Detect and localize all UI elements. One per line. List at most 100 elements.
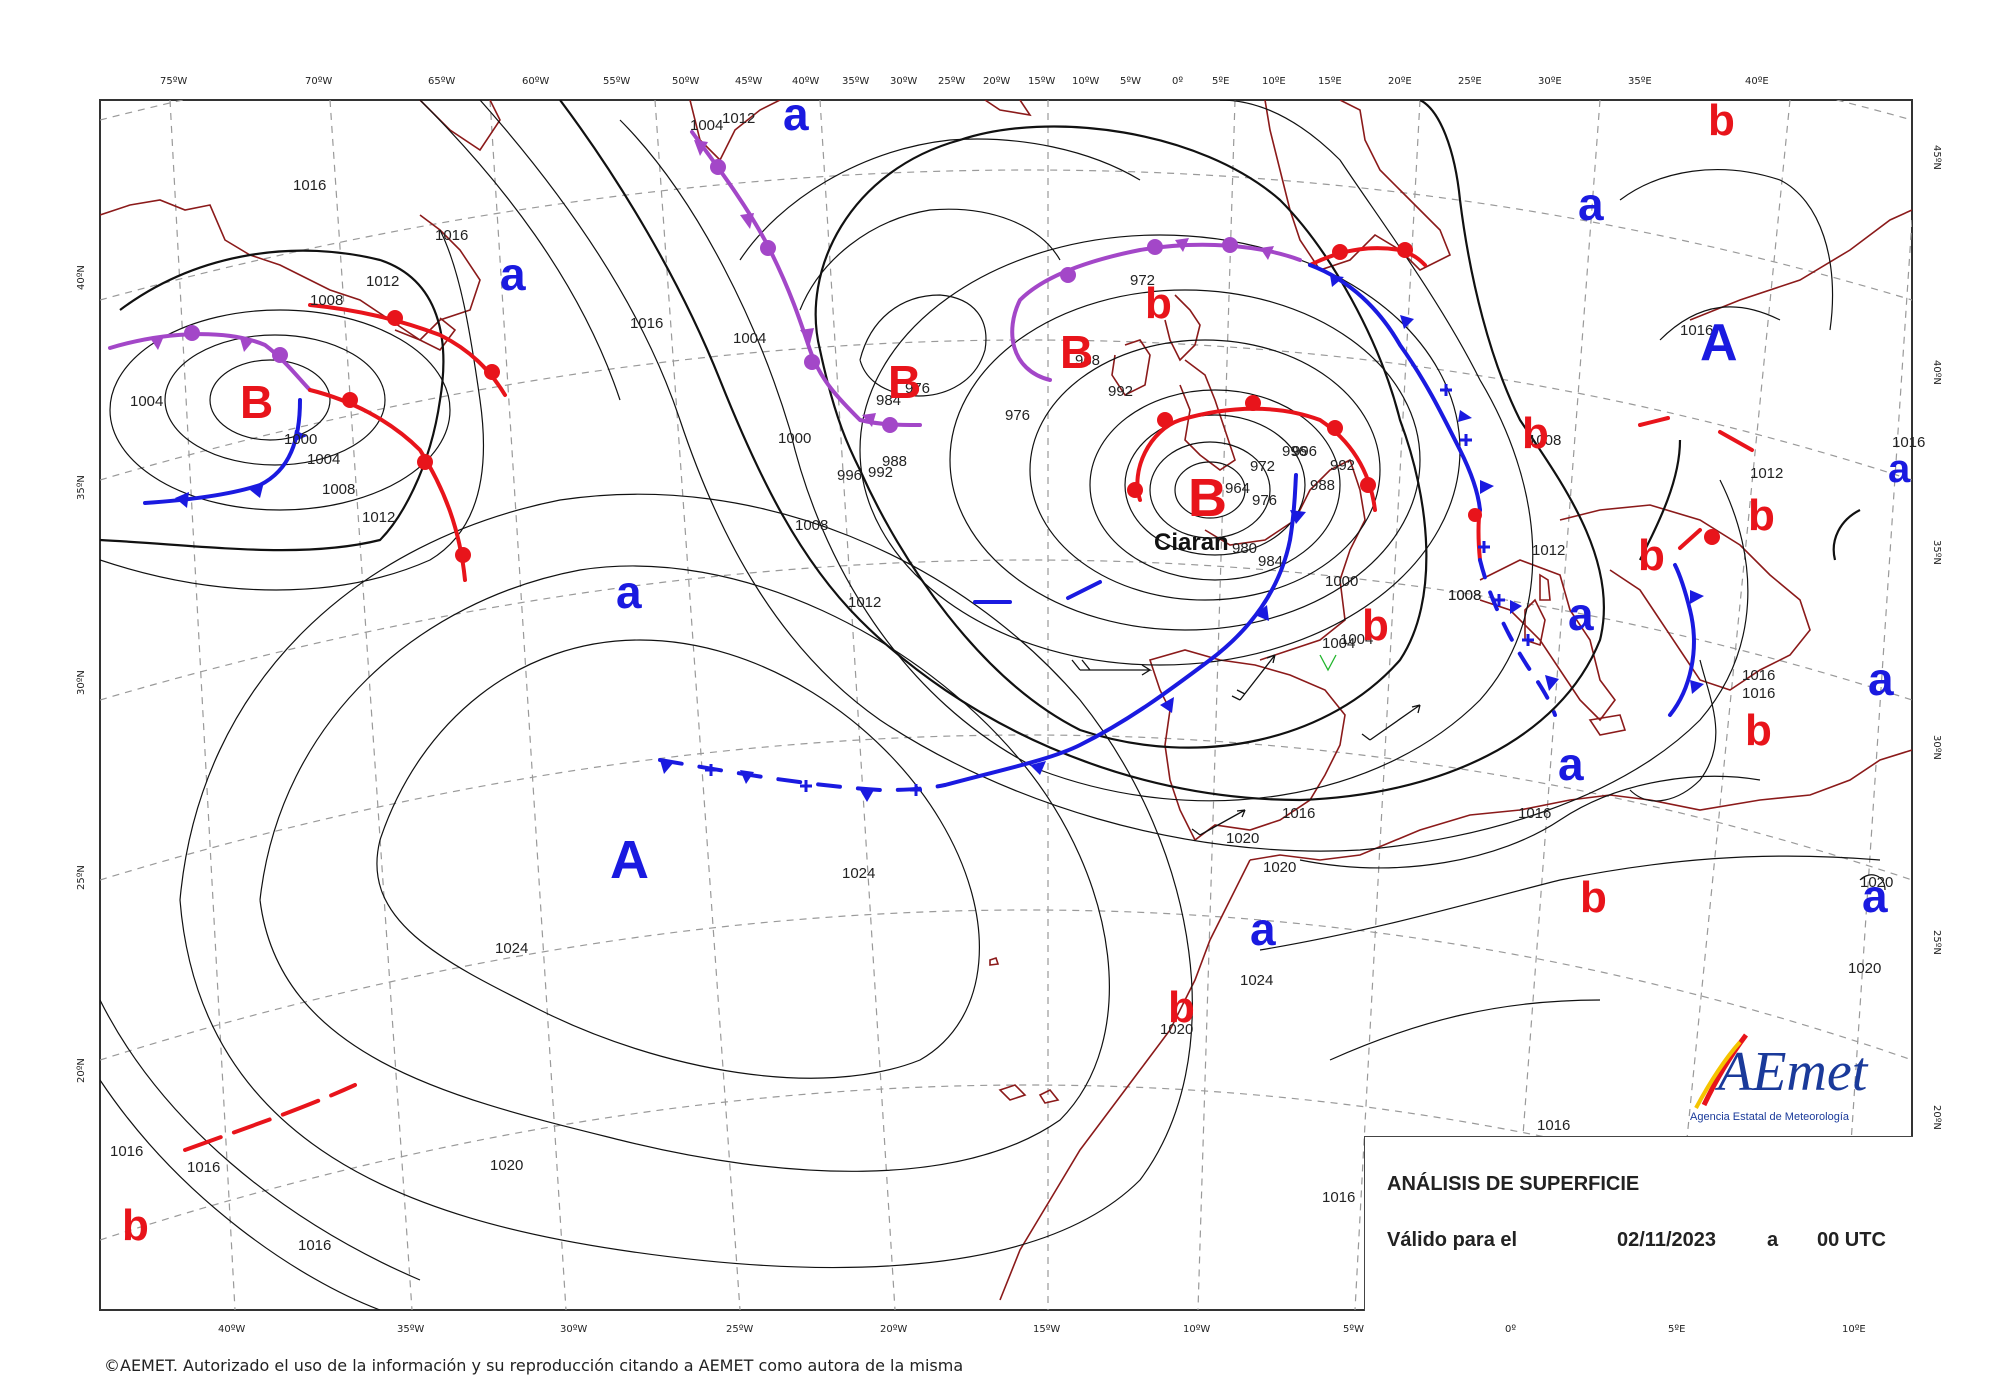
lon-label: 25ºW: [726, 1324, 753, 1335]
isobar-label: 972: [1130, 272, 1155, 289]
front-semicircle: [1704, 529, 1720, 545]
lon-label: 10ºE: [1262, 76, 1286, 87]
coast-azores: [989, 956, 1000, 966]
lat-label: 20ºN: [1931, 1105, 1942, 1130]
isobar-label: 1016: [1518, 805, 1551, 822]
coast-west-africa: [999, 859, 1251, 1301]
low-minor-letter: b: [1358, 639, 1359, 641]
isobar-label: 992: [1108, 383, 1133, 400]
isobar-ring: [109, 309, 451, 511]
lon-label: 40ºW: [792, 76, 819, 87]
lon-label: 5ºW: [1343, 1324, 1364, 1335]
wind-arrow: [1231, 654, 1276, 701]
isobar-label: 1016: [1282, 805, 1315, 822]
lat-label: 25ºN: [1931, 930, 1942, 955]
isobar-label: 1012: [366, 273, 399, 290]
front-triangle: [740, 213, 754, 229]
front-triangle: [1545, 675, 1559, 691]
aemet-logo: AEmet Agencia Estatal de Meteorología: [1666, 1020, 1906, 1128]
lon-label: 10ºW: [1183, 1324, 1210, 1335]
isobar-label: 1016: [1742, 667, 1775, 684]
isobar-label: 1008: [1528, 432, 1561, 449]
isobar: [739, 138, 1141, 261]
isobar-label: 1024: [842, 865, 875, 882]
coast-greenland: [689, 100, 781, 162]
cross-symbol: [705, 764, 717, 776]
isobar-label: 1004: [130, 393, 163, 410]
bottom-longitude-labels: 40ºW 35ºW 30ºW 25ºW 20ºW 15ºW 10ºW 5ºW 0…: [218, 1324, 1866, 1335]
meridian-5w: [1354, 100, 1421, 1310]
isobar: [100, 1079, 381, 1310]
isobar: [1259, 855, 1881, 951]
wind-arrow: [1071, 659, 1153, 676]
isobar-label: 1008: [1448, 587, 1481, 604]
lon-label: 35ºE: [1628, 76, 1652, 87]
front-triangle: [860, 790, 874, 802]
coast-corsica: [1539, 573, 1551, 601]
coast-sicily: [1588, 714, 1627, 736]
wind-arrow: [1191, 809, 1246, 836]
coast-iberia: [1148, 649, 1346, 842]
isobar-label: 964: [1225, 480, 1250, 497]
lon-label: 30ºE: [1538, 76, 1562, 87]
cold-front: [943, 473, 1298, 787]
isobar-ring: [1174, 461, 1246, 519]
lon-label: 10ºE: [1842, 1324, 1866, 1335]
lat-label: 20ºN: [76, 1058, 87, 1083]
isobar: [1619, 168, 1834, 331]
coast-balkans: [1559, 504, 1811, 691]
isobar-label: 1016: [1742, 685, 1775, 702]
lon-label: 15ºE: [1318, 76, 1342, 87]
cold-front: [1668, 563, 1696, 717]
cross-symbol: [1522, 634, 1534, 646]
front-triangle: [250, 482, 264, 498]
isobar-ring: [1149, 441, 1271, 539]
isobar: [1299, 775, 1761, 869]
front-triangle: [660, 760, 674, 774]
high-center-letter: A: [610, 830, 649, 890]
isobar-label: 1004: [733, 330, 766, 347]
isobar-label: 1016: [1892, 434, 1925, 451]
isobar-label: 984: [876, 392, 901, 409]
isobar: [100, 229, 485, 591]
logo-subtitle: Agencia Estatal de Meteorología: [1690, 1111, 1850, 1123]
low-minor-letter: b: [1168, 983, 1195, 1032]
isobar-label: 976: [1252, 492, 1277, 509]
isobar-1012-heavy: [1639, 439, 1861, 561]
lon-label: 35ºW: [842, 76, 869, 87]
front-triangle: [1690, 590, 1704, 604]
isobar-ring: [1089, 389, 1341, 581]
isobar-labels: 1016 1016 1012 1008 1004 1004 1000 1004 …: [110, 110, 1925, 1254]
isobar-label: 1004: [307, 451, 340, 468]
cold-front-triangles: [175, 275, 1704, 802]
isobar-label: 968: [1075, 352, 1100, 369]
low-minor-letter: b: [1748, 491, 1775, 540]
lat-label: 30ºN: [1931, 735, 1942, 760]
cross-symbol: [1460, 434, 1472, 446]
isobar-1012-heavy: [559, 100, 1606, 802]
isobar-label: 1016: [187, 1159, 220, 1176]
front-triangle: [1175, 238, 1189, 252]
isobar: [479, 100, 1749, 852]
isobar: [1329, 999, 1601, 1061]
front-triangle: [1290, 510, 1306, 524]
isobar-label: 992: [868, 464, 893, 481]
parallel-40n: [100, 169, 1912, 301]
isobar-ring: [949, 289, 1421, 631]
front-triangle: [1690, 680, 1704, 694]
isobar-label: 1016: [298, 1237, 331, 1254]
stationary-front-crosses: [705, 384, 1534, 796]
coast-ireland: [1111, 339, 1151, 397]
front-semicircle: [1060, 267, 1076, 283]
front-triangle: [293, 430, 307, 442]
isobar-label: 1020: [1860, 874, 1893, 891]
front-semicircle: [804, 354, 820, 370]
lon-label: 40ºW: [218, 1324, 245, 1335]
wind-arrow: [1361, 704, 1421, 741]
low-center-letter: B: [240, 376, 273, 428]
isobar: [179, 493, 1193, 1269]
isobar-label: 984: [1258, 553, 1283, 570]
isobar: [376, 639, 980, 1079]
lat-label: 35ºN: [1931, 540, 1942, 565]
coast-iceland: [984, 100, 1032, 117]
